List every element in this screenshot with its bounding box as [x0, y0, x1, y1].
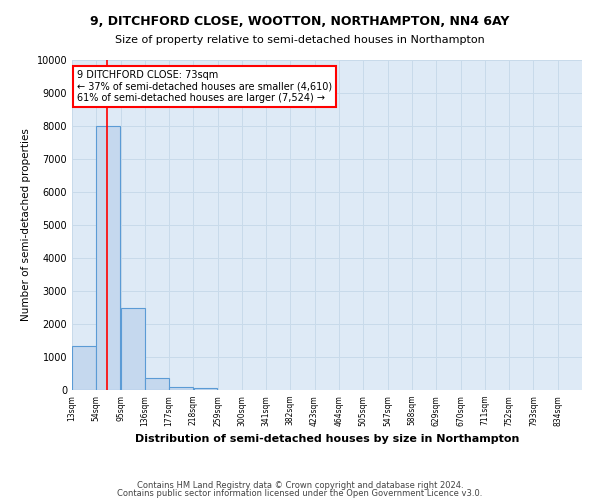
- Text: 9 DITCHFORD CLOSE: 73sqm
← 37% of semi-detached houses are smaller (4,610)
61% o: 9 DITCHFORD CLOSE: 73sqm ← 37% of semi-d…: [77, 70, 332, 103]
- Text: Contains public sector information licensed under the Open Government Licence v3: Contains public sector information licen…: [118, 488, 482, 498]
- Text: Size of property relative to semi-detached houses in Northampton: Size of property relative to semi-detach…: [115, 35, 485, 45]
- Y-axis label: Number of semi-detached properties: Number of semi-detached properties: [21, 128, 31, 322]
- Text: 9, DITCHFORD CLOSE, WOOTTON, NORTHAMPTON, NN4 6AY: 9, DITCHFORD CLOSE, WOOTTON, NORTHAMPTON…: [91, 15, 509, 28]
- Bar: [194, 388, 217, 390]
- Bar: [169, 386, 193, 390]
- Bar: [121, 308, 145, 390]
- Text: Contains HM Land Registry data © Crown copyright and database right 2024.: Contains HM Land Registry data © Crown c…: [137, 481, 463, 490]
- X-axis label: Distribution of semi-detached houses by size in Northampton: Distribution of semi-detached houses by …: [135, 434, 519, 444]
- Bar: [145, 378, 169, 390]
- Bar: [72, 346, 96, 390]
- Bar: [97, 126, 120, 390]
